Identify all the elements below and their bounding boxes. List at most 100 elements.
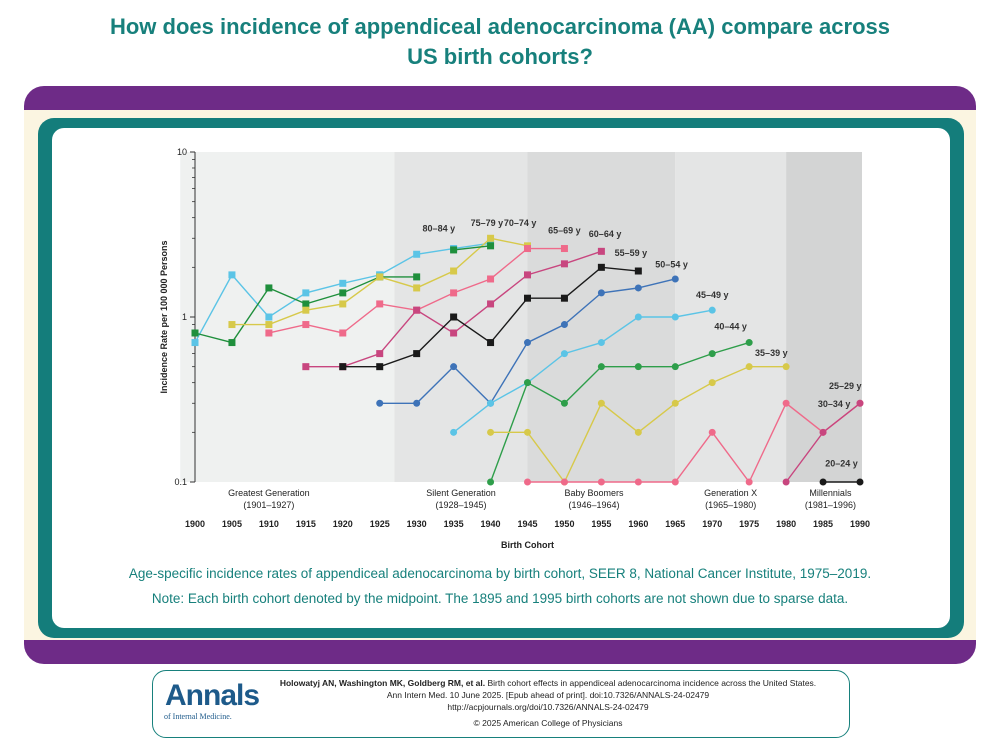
data-point: [819, 428, 827, 436]
citation-text: Holowatyj AN, Washington MK, Goldberg RM…: [253, 677, 843, 729]
data-point: [560, 321, 568, 329]
data-point: [524, 428, 531, 436]
data-point: [450, 289, 458, 297]
series-label: 70–74 y: [504, 218, 537, 228]
data-point: [191, 329, 199, 337]
x-tick-label: 1970: [702, 519, 722, 529]
data-point: [524, 271, 531, 279]
data-point: [634, 313, 642, 321]
x-tick-label: 1935: [444, 519, 464, 529]
citation-journal[interactable]: Ann Intern Med. 10 June 2025. [Epub ahea…: [386, 690, 710, 700]
data-point: [671, 478, 679, 486]
data-point: [856, 399, 864, 407]
data-point: [634, 478, 642, 486]
series-label: 75–79 y: [471, 218, 504, 228]
series-label: 35–39 y: [755, 348, 788, 358]
series-label: 65–69 y: [548, 226, 581, 236]
data-point: [450, 246, 458, 254]
data-point: [597, 289, 605, 297]
series-label: 60–64 y: [589, 229, 622, 239]
x-tick-label: 1900: [185, 519, 205, 529]
series-line: [453, 309, 713, 433]
data-point: [413, 306, 421, 314]
citation-url[interactable]: http://acpjournals.org/doi/10.7326/ANNAL…: [447, 702, 649, 712]
data-point: [782, 478, 790, 486]
x-tick-label: 1925: [370, 519, 390, 529]
data-point: [339, 300, 347, 308]
data-point: [487, 234, 495, 242]
x-tick-label: 1930: [407, 519, 427, 529]
data-point: [339, 329, 347, 337]
data-point: [745, 478, 753, 486]
data-point: [745, 339, 753, 347]
generation-band: [786, 152, 862, 482]
data-point: [560, 294, 568, 302]
data-point: [634, 363, 642, 371]
data-point: [856, 478, 864, 486]
data-point: [524, 294, 531, 302]
series-label: 55–59 y: [615, 248, 648, 258]
annals-logo: Annals: [165, 679, 260, 712]
y-axis-label: Incidence Rate per 100 000 Persons: [159, 240, 169, 393]
data-point: [597, 399, 605, 407]
y-tick-label: 1: [182, 312, 187, 322]
data-point: [376, 273, 384, 281]
data-point: [413, 350, 421, 358]
x-tick-label: 1910: [259, 519, 279, 529]
x-tick-label: 1950: [554, 519, 574, 529]
caption-line-2: Note: Each birth cohort denoted by the m…: [151, 591, 849, 606]
annals-logo-subtitle: of Internal Medicine.: [164, 712, 232, 721]
series-label: 20–24 y: [825, 459, 858, 469]
data-point: [597, 247, 605, 255]
data-point: [339, 363, 347, 371]
data-point: [671, 363, 679, 371]
series-line: [194, 273, 380, 343]
series-line: [527, 402, 861, 484]
x-tick-label: 1975: [739, 519, 759, 529]
data-point: [413, 284, 421, 292]
data-point: [228, 271, 236, 279]
generation-name: Millennials: [809, 488, 852, 498]
data-point: [302, 289, 310, 297]
data-point: [265, 284, 273, 292]
data-point: [597, 478, 605, 486]
data-point: [450, 267, 458, 275]
data-point: [487, 339, 495, 347]
generation-band: [675, 152, 787, 482]
data-point: [265, 313, 273, 321]
series-line: [379, 242, 491, 276]
data-point: [413, 273, 421, 281]
data-point: [487, 300, 495, 308]
data-point: [560, 478, 568, 486]
x-tick-label: 1965: [665, 519, 685, 529]
data-point: [634, 267, 642, 275]
generation-years: (1965–1980): [705, 500, 756, 510]
data-point: [302, 300, 310, 308]
y-tick-label: 0.1: [174, 477, 187, 487]
generation-name: Greatest Generation: [228, 488, 310, 498]
data-point: [524, 379, 531, 387]
caption-line-1: Age-specific incidence rates of appendic…: [128, 566, 872, 581]
data-point: [191, 339, 199, 347]
data-point: [228, 339, 236, 347]
data-point: [450, 313, 458, 321]
x-tick-label: 1990: [850, 519, 870, 529]
data-point: [671, 313, 679, 321]
citation-article: Birth cohort effects in appendiceal aden…: [487, 678, 817, 688]
data-point: [708, 428, 716, 436]
data-point: [560, 399, 568, 407]
data-point: [487, 242, 495, 250]
data-point: [671, 275, 679, 283]
data-point: [597, 339, 605, 347]
x-tick-label: 1960: [628, 519, 648, 529]
data-point: [265, 329, 273, 337]
data-point: [487, 399, 495, 407]
data-point: [376, 399, 384, 407]
data-point: [819, 478, 827, 486]
generation-name: Generation X: [704, 488, 757, 498]
data-point: [708, 379, 716, 387]
generation-years: (1901–1927): [243, 500, 294, 510]
data-point: [376, 363, 384, 371]
series-line: [453, 245, 491, 251]
x-tick-label: 1945: [517, 519, 537, 529]
